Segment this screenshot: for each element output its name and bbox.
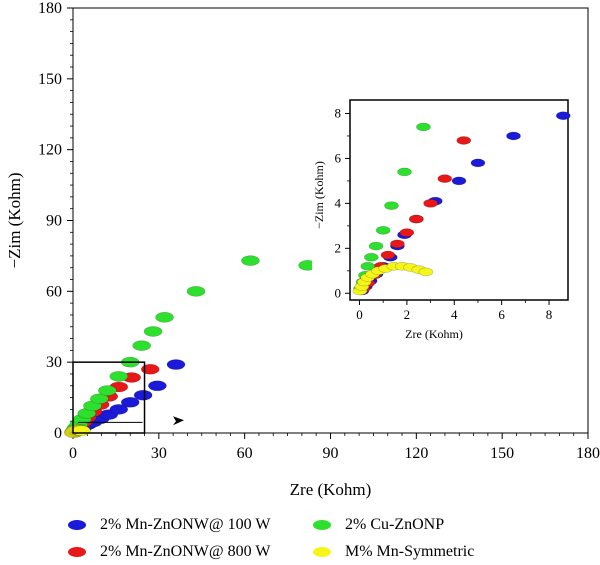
legend-label-symmetric: M% Mn-Symmetric xyxy=(345,543,475,560)
inset-y-tick-label-2: 2 xyxy=(335,240,342,255)
inset-point-100w xyxy=(451,176,467,186)
point-100w xyxy=(133,389,153,401)
point-cu xyxy=(98,385,117,396)
inset-point-100w xyxy=(555,111,571,121)
inset-axis-ticks: 0 2 4 6 8 0 2 4 6 8 xyxy=(335,105,553,322)
point-100w xyxy=(109,404,129,415)
point-cu xyxy=(186,286,206,297)
inset-point-800w xyxy=(423,199,438,208)
y-tick-label-150: 150 xyxy=(38,71,62,88)
point-cu xyxy=(109,371,129,382)
inset-point-100w xyxy=(506,131,521,141)
inset-point-800w xyxy=(390,239,405,249)
legend-item-100w: 2% Mn-ZnONW@ 100 W xyxy=(68,516,270,534)
inset-point-100w xyxy=(470,158,486,168)
y-tick-label-120: 120 xyxy=(38,142,62,159)
inset-point-800w xyxy=(437,174,453,183)
legend-item-symmetric: M% Mn-Symmetric xyxy=(313,543,474,561)
x-tick-label-90: 90 xyxy=(323,445,339,462)
inset-y-tick-label-0: 0 xyxy=(335,285,342,300)
inset-y-tick-label-8: 8 xyxy=(335,105,342,120)
point-800w xyxy=(140,363,160,375)
inset-point-800w xyxy=(409,214,424,224)
legend-swatch-800w xyxy=(68,547,86,557)
zoom-arrow-icon xyxy=(173,416,184,426)
y-tick-label-60: 60 xyxy=(46,283,62,300)
inset-x-tick-label-4: 4 xyxy=(451,307,458,322)
y-tick-label-0: 0 xyxy=(54,425,62,442)
inset-series-symmetric xyxy=(352,261,434,296)
x-tick-label-30: 30 xyxy=(151,445,167,462)
inset-x-tick-label-6: 6 xyxy=(498,307,505,322)
y-tick-label-30: 30 xyxy=(46,354,62,371)
inset-point-800w xyxy=(399,228,415,237)
inset-point-cu xyxy=(384,201,399,210)
y-tick-label-90: 90 xyxy=(46,213,62,230)
inset-plot: 0 2 4 6 8 0 2 4 6 8 Zre (Kohm) −Zim (Kohm) xyxy=(312,96,574,346)
x-tick-label-60: 60 xyxy=(237,445,253,462)
point-cu xyxy=(90,393,109,405)
x-tick-label-0: 0 xyxy=(69,445,77,462)
inset-data-points xyxy=(352,111,571,296)
legend-item-800w: 2% Mn-ZnONW@ 800 W xyxy=(68,543,270,561)
inset-point-800w xyxy=(380,250,396,260)
inset-plot-frame xyxy=(349,99,569,301)
y-tick-label-180: 180 xyxy=(38,0,62,17)
inset-background xyxy=(312,96,574,346)
point-cu xyxy=(155,312,174,323)
inset-x-axis-title: Zre (Kohm) xyxy=(405,327,463,341)
point-symmetric xyxy=(71,425,91,436)
legend-label-800w: 2% Mn-ZnONW@ 800 W xyxy=(100,543,271,560)
legend-item-cu: 2% Cu-ZnONP xyxy=(313,516,444,534)
legend-swatch-100w xyxy=(68,520,86,530)
inset-y-tick-label-6: 6 xyxy=(335,150,342,165)
inset-x-tick-label-2: 2 xyxy=(404,307,411,322)
legend-swatch-cu xyxy=(313,520,331,530)
inset-point-cu xyxy=(416,122,431,132)
inset-y-axis-title: −Zim (Kohm) xyxy=(312,161,326,229)
inset-point-cu xyxy=(375,226,391,235)
inset-point-800w xyxy=(456,136,472,145)
y-axis-title: −Zim (Kohm) xyxy=(5,173,24,269)
inset-point-cu xyxy=(364,253,379,262)
point-cu xyxy=(143,326,163,337)
x-tick-label-150: 150 xyxy=(490,445,514,462)
point-cu xyxy=(241,255,260,266)
inset-x-tick-label-0: 0 xyxy=(356,307,363,322)
point-cu xyxy=(132,340,151,351)
main-data-points xyxy=(63,255,317,439)
legend: 2% Mn-ZnONW@ 100 W 2% Cu-ZnONP 2% Mn-ZnO… xyxy=(0,508,600,565)
inset-y-tick-label-4: 4 xyxy=(335,195,342,210)
legend-label-100w: 2% Mn-ZnONW@ 100 W xyxy=(100,516,271,533)
zoom-region-box xyxy=(72,361,146,434)
inset-point-cu xyxy=(360,261,376,271)
legend-label-cu: 2% Cu-ZnONP xyxy=(345,516,445,533)
x-axis-title: Zre (Kohm) xyxy=(290,480,372,499)
inset-point-cu xyxy=(368,241,384,251)
inset-point-symmetric xyxy=(418,267,434,277)
series-cu xyxy=(64,255,317,438)
point-100w xyxy=(166,359,186,370)
x-tick-label-120: 120 xyxy=(404,445,428,462)
point-100w xyxy=(148,380,167,392)
x-tick-label-180: 180 xyxy=(576,445,600,462)
legend-swatch-symmetric xyxy=(313,547,331,557)
inset-point-cu xyxy=(397,167,412,177)
inset-x-tick-label-8: 8 xyxy=(546,307,553,322)
point-100w xyxy=(120,397,140,408)
